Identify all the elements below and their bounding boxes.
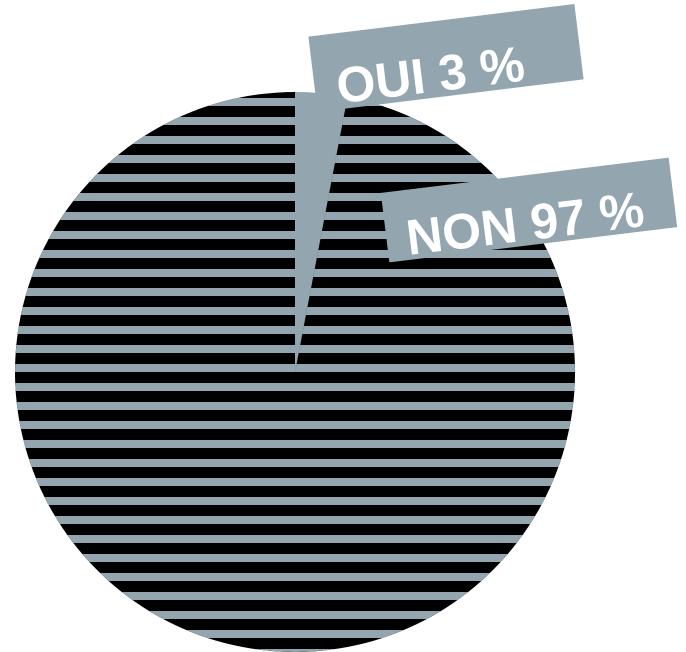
stripe [15, 478, 575, 486]
stripe [15, 364, 575, 372]
stripe [15, 592, 575, 600]
stripe [15, 269, 575, 277]
stripe [15, 459, 575, 467]
stripe [15, 497, 575, 505]
stripe [15, 421, 575, 429]
callout-oui: OUI 3 % [308, 3, 584, 114]
pie-slice-oui [295, 92, 348, 372]
non-slice-stripes [15, 98, 575, 652]
callout-oui-box [308, 3, 584, 113]
stripe [15, 231, 575, 239]
stripe [15, 155, 575, 163]
stripe [15, 250, 575, 258]
stripe [15, 440, 575, 448]
stripe [15, 516, 575, 524]
stripe [15, 554, 575, 562]
stripe [15, 98, 575, 106]
stripe [15, 174, 575, 182]
stripe [15, 307, 575, 315]
stripe [15, 402, 575, 410]
stripe [15, 326, 575, 334]
stripe [15, 383, 575, 391]
stripe [15, 212, 575, 220]
stripe [15, 345, 575, 353]
stripe [15, 288, 575, 296]
stripe [15, 573, 575, 581]
stripe [15, 649, 575, 652]
pie-stripe-pattern [15, 98, 575, 652]
stripe [15, 117, 575, 125]
stripe [15, 611, 575, 619]
stripe [15, 535, 575, 543]
callout-non-box [380, 157, 678, 263]
pie [14, 92, 575, 652]
stripe [15, 136, 575, 144]
stripe [15, 193, 575, 201]
stripe [15, 630, 575, 638]
